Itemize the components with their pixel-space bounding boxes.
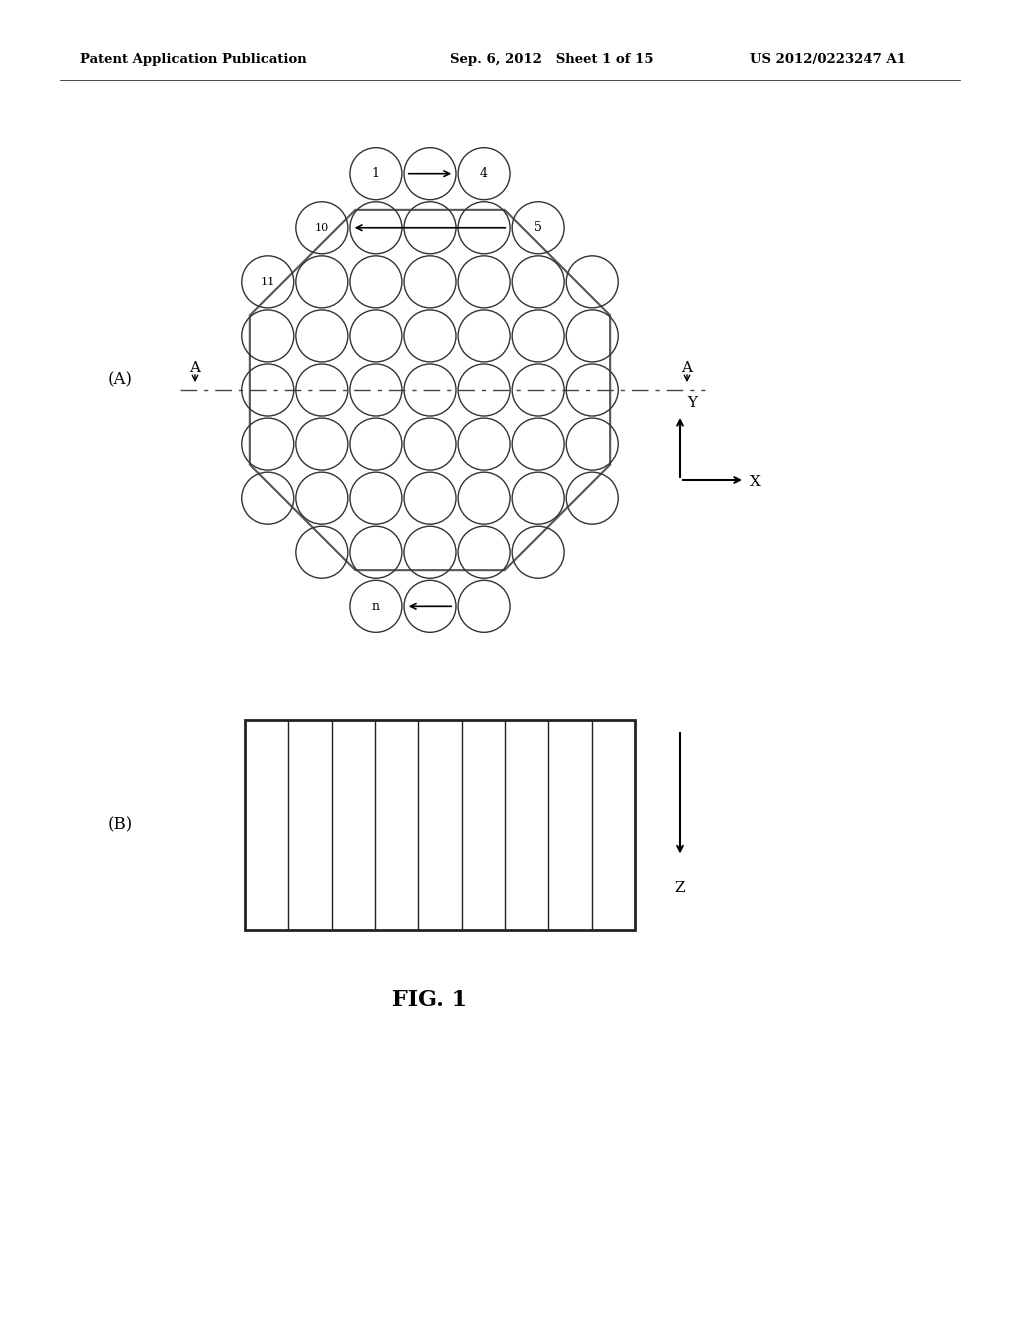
Bar <box>245 719 635 931</box>
Text: (A): (A) <box>108 371 132 388</box>
Text: 11: 11 <box>261 277 274 286</box>
Text: Z: Z <box>675 882 685 895</box>
Text: Y: Y <box>687 396 697 411</box>
Text: Patent Application Publication: Patent Application Publication <box>80 54 307 66</box>
Text: n: n <box>372 599 380 612</box>
Text: Sep. 6, 2012   Sheet 1 of 15: Sep. 6, 2012 Sheet 1 of 15 <box>450 54 653 66</box>
Text: A: A <box>682 360 692 375</box>
Text: 10: 10 <box>314 223 329 232</box>
Text: FIG. 1: FIG. 1 <box>392 989 468 1011</box>
Text: X: X <box>750 475 761 488</box>
Text: 5: 5 <box>535 222 542 234</box>
Text: 4: 4 <box>480 168 488 181</box>
Text: US 2012/0223247 A1: US 2012/0223247 A1 <box>750 54 906 66</box>
Text: 1: 1 <box>372 168 380 181</box>
Text: A: A <box>189 360 201 375</box>
Text: (B): (B) <box>108 817 133 833</box>
